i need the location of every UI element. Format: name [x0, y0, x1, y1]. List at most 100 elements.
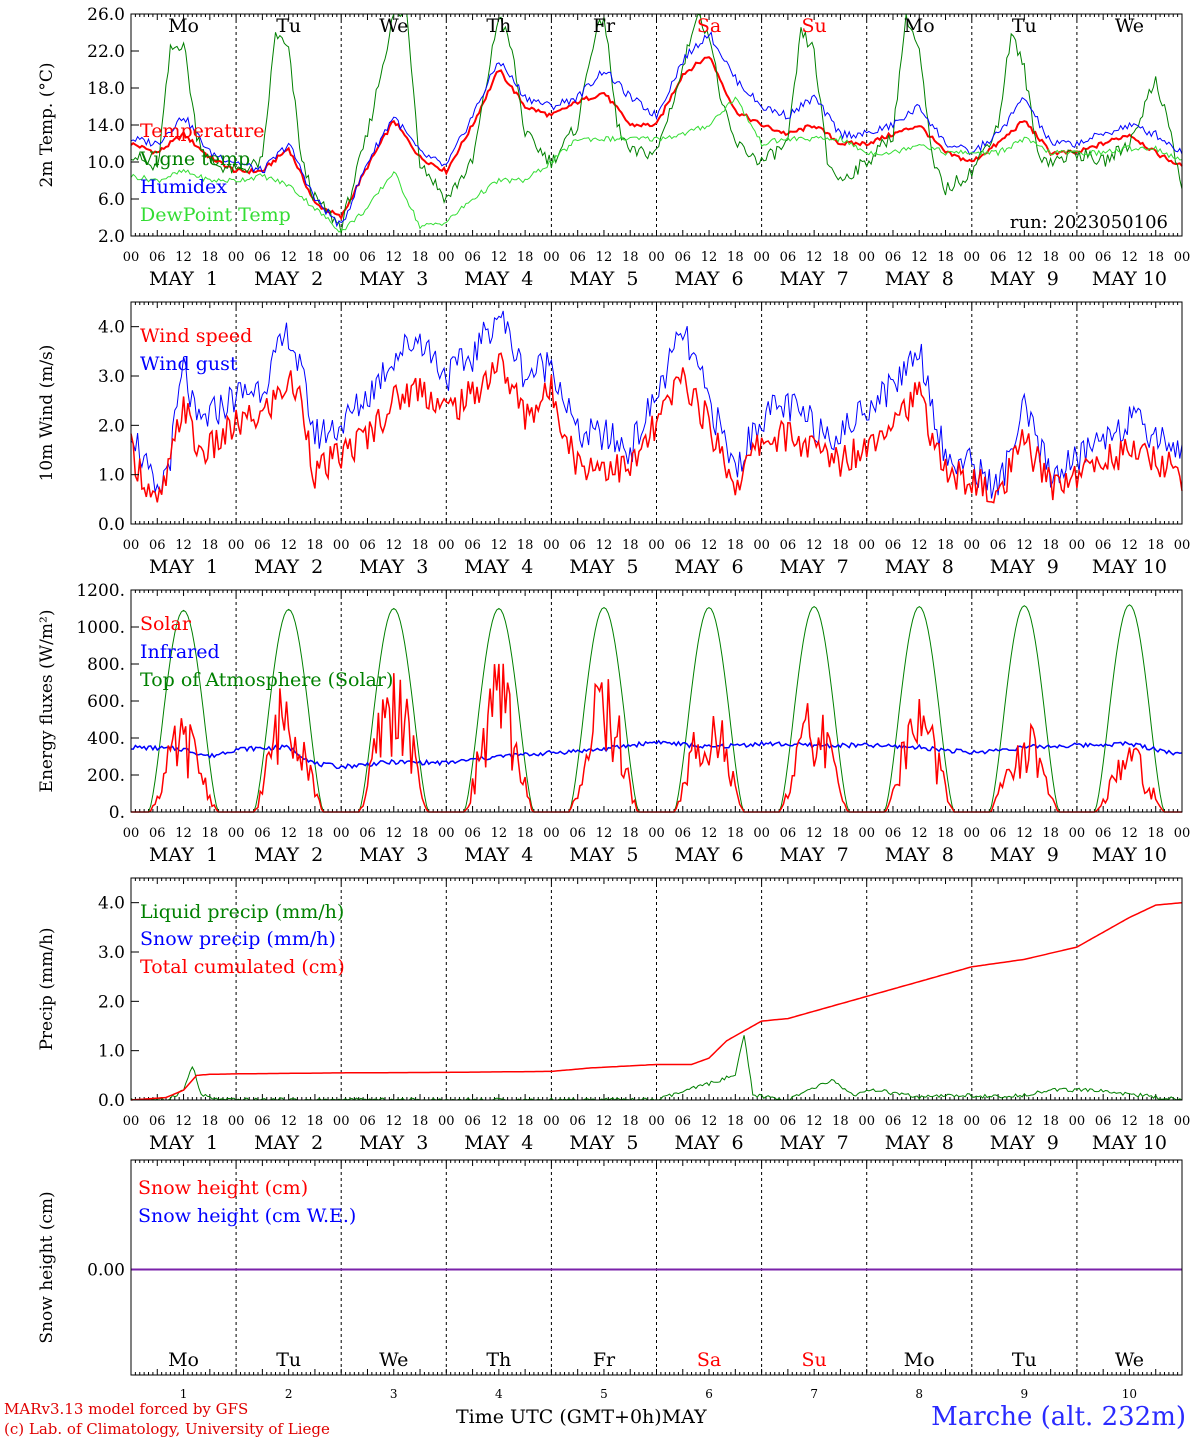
hour-label: 12 — [385, 1114, 402, 1129]
hour-label: 06 — [675, 826, 692, 841]
weekday-label: Sa — [697, 15, 721, 37]
hour-label: 00 — [1174, 250, 1191, 265]
y-tick-label: 600. — [87, 692, 125, 712]
hour-label: 06 — [254, 538, 271, 553]
weekday-label: We — [379, 1349, 408, 1371]
panel-frame — [130, 301, 1183, 525]
series-line-0 — [131, 604, 1182, 813]
y-tick-label: 26.0 — [87, 5, 125, 25]
date-label: MAY 1 — [149, 1132, 218, 1154]
lab-credit: (c) Lab. of Climatology, University of L… — [4, 1420, 330, 1438]
hour-label: 12 — [385, 250, 402, 265]
hour-label: 00 — [753, 250, 770, 265]
hour-label: 18 — [517, 538, 534, 553]
hour-label: 06 — [569, 538, 586, 553]
hour-label: 06 — [464, 826, 481, 841]
date-label: MAY 4 — [464, 1132, 533, 1154]
date-label: MAY 6 — [674, 844, 743, 866]
y-tick-label: 0.0 — [98, 515, 125, 535]
legend-entry: Snow height (cm W.E.) — [138, 1205, 356, 1227]
y-tick-label: 2.0 — [98, 992, 125, 1012]
hour-label: 12 — [1121, 1114, 1138, 1129]
panel-3: 1200. 1000. 800. 600. 400. 200. 0. Energy fluxe… — [37, 581, 1190, 866]
hour-label: 06 — [254, 1114, 271, 1129]
date-label: MAY 7 — [780, 556, 849, 578]
hour-label: 06 — [569, 826, 586, 841]
weekday-label: Mo — [168, 15, 199, 37]
day-number: 5 — [600, 1387, 608, 1401]
hour-label: 00 — [1174, 538, 1191, 553]
series-line-2 — [130, 31, 1183, 228]
date-label: MAY 4 — [464, 556, 533, 578]
hour-label: 18 — [307, 250, 324, 265]
hour-label: 12 — [806, 826, 823, 841]
hour-label: 06 — [885, 826, 902, 841]
hour-label: 00 — [1069, 250, 1086, 265]
hour-label: 18 — [202, 250, 219, 265]
hour-label: 18 — [307, 1114, 324, 1129]
day-number: 7 — [810, 1387, 818, 1401]
hour-label: 06 — [780, 1114, 797, 1129]
date-label: MAY 1 — [149, 556, 218, 578]
hour-label: 18 — [1147, 538, 1164, 553]
hour-label: 18 — [307, 538, 324, 553]
hour-label: 12 — [491, 250, 508, 265]
hour-label: 06 — [675, 1114, 692, 1129]
hour-label: 12 — [596, 826, 613, 841]
date-label: MAY 8 — [885, 1132, 954, 1154]
weekday-label: Tu — [1012, 1349, 1037, 1371]
weekday-label: Th — [486, 1349, 511, 1371]
hour-label: 12 — [806, 1114, 823, 1129]
hour-label: 12 — [596, 250, 613, 265]
hour-label: 06 — [359, 250, 376, 265]
date-label: MAY 9 — [990, 556, 1059, 578]
panel-2: 4.0 3.0 2.0 1.0 0.0 10m Wind (m/s) Wind speed W… — [37, 301, 1191, 578]
hour-label: 18 — [727, 250, 744, 265]
day-number: 3 — [390, 1387, 398, 1401]
weekday-label: Mo — [904, 1349, 935, 1371]
hour-label: 00 — [123, 538, 140, 553]
y-tick-label: 1.0 — [98, 1042, 125, 1062]
hour-label: 06 — [1095, 250, 1112, 265]
date-label: MAY 10 — [1092, 844, 1167, 866]
hour-label: 00 — [964, 1114, 981, 1129]
hour-label: 00 — [1069, 538, 1086, 553]
date-label: MAY 9 — [990, 268, 1059, 290]
hour-label: 00 — [543, 250, 560, 265]
hour-label: 00 — [753, 1114, 770, 1129]
hour-label: 12 — [911, 826, 928, 841]
y-tick-label: 400. — [87, 729, 125, 749]
y-tick-label: 3.0 — [98, 367, 125, 387]
hour-label: 00 — [858, 538, 875, 553]
hour-label: 06 — [149, 826, 166, 841]
model-credit: MARv3.13 model forced by GFS — [4, 1400, 249, 1418]
hour-label: 18 — [517, 250, 534, 265]
date-label: MAY 3 — [359, 268, 428, 290]
y-tick-label: 1200. — [76, 581, 125, 601]
hour-label: 18 — [727, 1114, 744, 1129]
y-tick-label: 18.0 — [87, 79, 125, 99]
date-label: MAY 5 — [569, 844, 638, 866]
hour-label: 12 — [911, 250, 928, 265]
hour-label: 06 — [464, 250, 481, 265]
hour-label: 06 — [359, 1114, 376, 1129]
day-number: 4 — [495, 1387, 503, 1401]
hour-label: 00 — [333, 538, 350, 553]
hour-label: 00 — [543, 826, 560, 841]
hour-label: 06 — [780, 250, 797, 265]
legend-entry: Solar — [140, 613, 192, 635]
hour-label: 12 — [701, 1114, 718, 1129]
hour-label: 12 — [280, 1114, 297, 1129]
y-axis-title: Precip (mm/h) — [37, 927, 57, 1050]
hour-label: 18 — [622, 538, 639, 553]
hour-label: 18 — [202, 538, 219, 553]
hour-label: 00 — [228, 1114, 245, 1129]
weekday-label: Tu — [276, 15, 301, 37]
hour-label: 12 — [1121, 250, 1138, 265]
hour-label: 00 — [228, 826, 245, 841]
date-label: MAY 4 — [464, 844, 533, 866]
hour-label: 06 — [1095, 1114, 1112, 1129]
hour-label: 12 — [1016, 826, 1033, 841]
y-tick-label: 4.0 — [98, 318, 125, 338]
y-tick-label: 2.0 — [98, 416, 125, 436]
